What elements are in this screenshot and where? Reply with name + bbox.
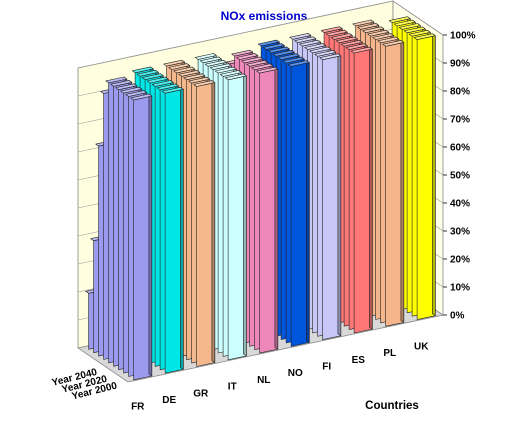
y-tick-label: 90% xyxy=(450,59,470,70)
bar-pl-row-0 xyxy=(382,40,405,327)
bar-es-row-0 xyxy=(350,46,373,334)
gridline xyxy=(77,0,444,69)
x-tick-label: FI xyxy=(322,361,331,372)
x-tick-label: IT xyxy=(228,382,237,393)
y-tick-label: 20% xyxy=(450,255,470,266)
bar-fr-row-0 xyxy=(130,93,153,381)
bar-gr-row-0 xyxy=(193,80,216,367)
y-tick-label: 30% xyxy=(450,227,470,238)
bar-it-row-0 xyxy=(224,73,247,361)
chart-title: NOx emissions xyxy=(220,9,308,23)
bar-uk-row-0 xyxy=(413,33,436,320)
x-axis-title: Countries xyxy=(365,400,419,412)
y-tick-label: 70% xyxy=(450,115,470,126)
y-tick-label: 40% xyxy=(450,199,470,210)
y-tick-label: 10% xyxy=(450,283,470,294)
y-tick-label: 0% xyxy=(450,311,465,322)
bar-fi-row-0 xyxy=(319,53,342,341)
bar-nl-row-0 xyxy=(256,66,279,354)
x-tick-label: NO xyxy=(288,368,303,379)
bar-de-row-0 xyxy=(161,87,184,374)
x-tick-label: FR xyxy=(131,402,145,413)
x-tick-label: PL xyxy=(383,348,396,359)
y-tick-label: 80% xyxy=(450,87,470,98)
x-tick-label: NL xyxy=(257,375,270,386)
y-tick-label: 100% xyxy=(450,31,476,42)
y-tick-label: 60% xyxy=(450,143,470,154)
x-tick-label: GR xyxy=(193,388,209,399)
x-tick-label: ES xyxy=(352,355,366,366)
x-tick-label: UK xyxy=(414,341,429,352)
x-tick-label: DE xyxy=(162,395,176,406)
bar-no-row-0 xyxy=(287,60,310,347)
y-tick-label: 50% xyxy=(450,171,470,182)
